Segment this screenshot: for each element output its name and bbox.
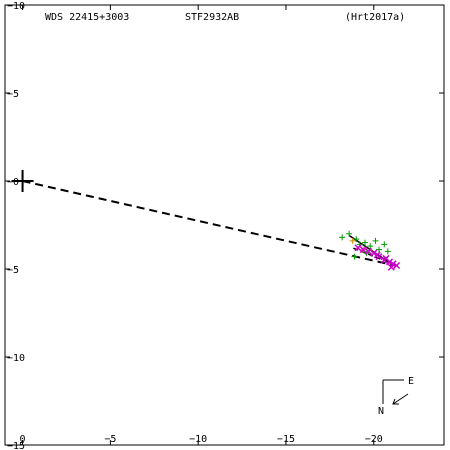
y-tick-label: −15 (7, 441, 25, 450)
observation-x-marker (387, 263, 395, 271)
observation-x-marker (382, 254, 390, 262)
y-tick-label: −0 (7, 177, 19, 188)
y-tick-label: −10 (7, 353, 25, 364)
y-tick-label: −10 (7, 1, 25, 12)
compass-motion-arrow (392, 393, 409, 405)
x-tick-label: −5 (104, 434, 116, 445)
x-tick-label: −15 (277, 434, 295, 445)
compass-north-label: N (378, 406, 384, 417)
observation-x-marker (386, 258, 394, 266)
y-tick-label: −5 (7, 265, 19, 276)
compass-arrow-head-icon (392, 398, 399, 405)
y-tick-label: −5 (7, 89, 19, 100)
axis-ticks: −10 −5 −0 −5 −10 −15 −20 −15 −10 −5 0 (5, 1, 444, 450)
x-tick-label: −20 (365, 434, 383, 445)
x-tick-label: 0 (20, 434, 26, 445)
compass-east-label: E (408, 376, 414, 387)
observation-x-marker (364, 247, 373, 255)
compass: E N (378, 376, 414, 417)
primary-to-companion-line (22, 180, 396, 267)
observation-x-marker (354, 244, 362, 252)
observation-x-marker (389, 260, 397, 268)
header-wds: WDS 22415+3003 (45, 12, 129, 23)
observation-x-marker (393, 261, 401, 270)
x-tick-label: −10 (189, 434, 207, 445)
observation-x-marker (370, 249, 378, 257)
data-layer (11, 170, 401, 271)
observation-x-marker (373, 251, 381, 259)
header-pair: STF2932AB (185, 12, 239, 23)
observation-x-marker (359, 246, 367, 254)
plot-frame (4, 4, 445, 446)
header-ref: (Hrt2017a) (345, 12, 405, 23)
